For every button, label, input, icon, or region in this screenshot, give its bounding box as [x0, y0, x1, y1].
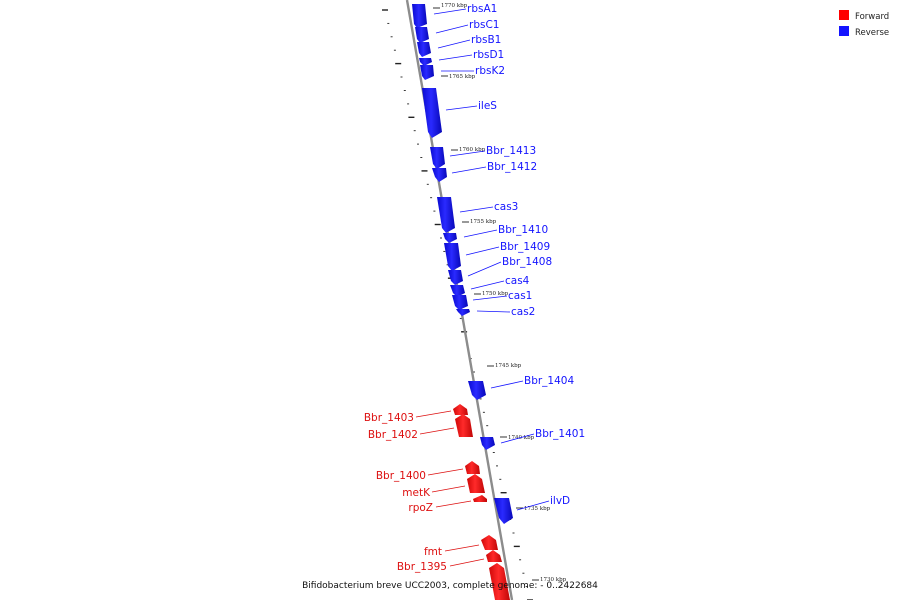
label-Bbr_1400[interactable]: Bbr_1400 [376, 470, 426, 482]
gene-rbsB1[interactable] [417, 42, 431, 57]
gene-cas4[interactable] [450, 285, 465, 297]
label-rpoZ[interactable]: rpoZ [408, 502, 433, 514]
label-cas3[interactable]: cas3 [494, 201, 518, 213]
label-fmt[interactable]: fmt [424, 546, 442, 558]
label-Bbr_1395[interactable]: Bbr_1395 [397, 561, 447, 573]
reverse-gene-labels: rbsA1 rbsC1 rbsB1 rbsD1 rbsK2 ileS Bbr_1… [433, 3, 585, 511]
kbp-label-1750: 1750 kbp [482, 291, 509, 297]
legend-swatch-forward [839, 10, 849, 20]
legend: Forward Reverse [839, 10, 889, 38]
label-Bbr_1410[interactable]: Bbr_1410 [498, 224, 548, 236]
gene-Bbr_1413[interactable] [430, 147, 445, 169]
gene-Bbr_1412[interactable] [432, 168, 447, 182]
gene-metK[interactable] [467, 474, 485, 493]
label-Bbr_1401[interactable]: Bbr_1401 [535, 428, 585, 440]
kbp-label-1770: 1770 kbp [441, 3, 468, 9]
kbp-label-1735: 1735 kbp [524, 506, 551, 512]
gene-rbsC1[interactable] [415, 27, 429, 43]
label-Bbr_1413[interactable]: Bbr_1413 [486, 145, 536, 157]
label-Bbr_1409[interactable]: Bbr_1409 [500, 241, 550, 253]
gene-rbsK2[interactable] [420, 65, 434, 80]
label-Bbr_1408[interactable]: Bbr_1408 [502, 256, 552, 268]
forward-genes [453, 404, 510, 600]
label-Bbr_1403[interactable]: Bbr_1403 [364, 412, 414, 424]
label-rbsK2[interactable]: rbsK2 [475, 65, 505, 77]
label-cas1[interactable]: cas1 [508, 290, 532, 302]
gene-rpoZ[interactable] [473, 495, 487, 502]
gene-rbsD1[interactable] [419, 58, 432, 66]
gene-cas1[interactable] [452, 295, 468, 310]
gene-Bbr_1404[interactable] [468, 381, 486, 400]
label-metK[interactable]: metK [402, 487, 431, 499]
gene-Bbr_1410[interactable] [443, 233, 457, 243]
label-Bbr_1412[interactable]: Bbr_1412 [487, 161, 537, 173]
label-cas4[interactable]: cas4 [505, 275, 530, 287]
gene-cas3[interactable] [437, 197, 455, 233]
gene-rbsA1[interactable] [412, 4, 427, 28]
label-Bbr_1404[interactable]: Bbr_1404 [524, 375, 574, 387]
forward-gene-labels: Bbr_1403 Bbr_1402 Bbr_1400 metK rpoZ fmt… [364, 410, 485, 573]
label-rbsA1[interactable]: rbsA1 [467, 3, 497, 15]
gene-fmt[interactable] [481, 535, 498, 550]
reverse-genes [412, 4, 513, 524]
gene-ilvD[interactable] [494, 498, 513, 524]
gene-Bbr_1401[interactable] [480, 437, 495, 450]
kbp-label-1740: 1740 kbp [508, 435, 535, 441]
label-cas2[interactable]: cas2 [511, 306, 535, 318]
kbp-label-1765: 1765 kbp [449, 74, 476, 80]
label-rbsB1[interactable]: rbsB1 [471, 34, 501, 46]
label-Bbr_1402[interactable]: Bbr_1402 [368, 429, 418, 441]
gene-Bbr_1409[interactable] [444, 243, 461, 271]
legend-swatch-reverse [839, 26, 849, 36]
gene-Bbr_1395[interactable] [486, 550, 502, 562]
kbp-label-1745: 1745 kbp [495, 363, 522, 369]
gene-Bbr_1402[interactable] [455, 414, 473, 437]
legend-label-reverse: Reverse [855, 28, 889, 38]
kbp-ticks: 1770 kbp 1765 kbp 1760 kbp 1755 kbp 1750… [433, 3, 567, 583]
label-ileS[interactable]: ileS [478, 100, 497, 112]
kbp-label-1730: 1730 kbp [540, 577, 567, 583]
kbp-label-1760: 1760 kbp [459, 147, 486, 153]
label-rbsD1[interactable]: rbsD1 [473, 49, 504, 61]
gene-cas2[interactable] [456, 309, 470, 316]
gene-Bbr_1403[interactable] [453, 404, 468, 415]
gene-ileS[interactable] [422, 88, 442, 138]
gene-partial-bottom[interactable] [489, 563, 510, 600]
kbp-label-1755: 1755 kbp [470, 219, 497, 225]
label-ilvD[interactable]: ilvD [550, 495, 570, 507]
label-rbsC1[interactable]: rbsC1 [469, 19, 499, 31]
legend-label-forward: Forward [855, 12, 889, 22]
gene-Bbr_1400[interactable] [465, 461, 480, 474]
gene-Bbr_1408[interactable] [448, 270, 463, 285]
genome-title: Bifidobacterium breve UCC2003, complete … [302, 581, 598, 591]
